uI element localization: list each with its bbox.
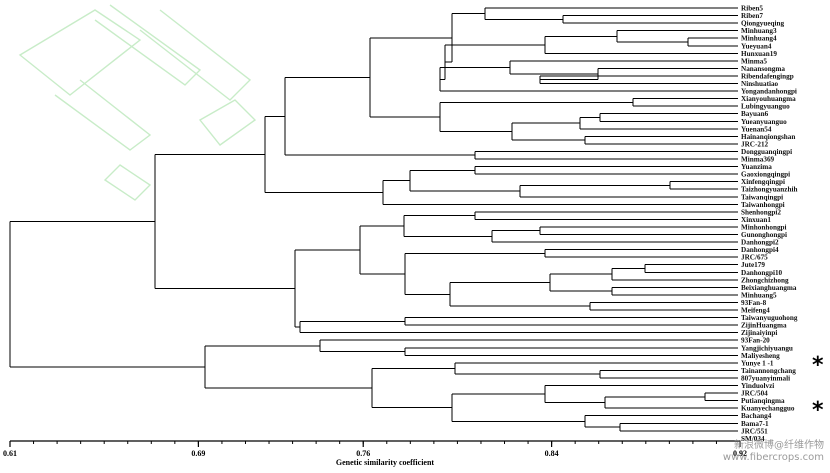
leaf-label: Bama7-1 — [741, 420, 769, 428]
leaf-label: Xinxuan1 — [741, 216, 771, 224]
leaf-label: Taiwanyuguohong — [741, 314, 798, 322]
leaf-label: Meifeng4 — [741, 307, 770, 315]
leaf-label: Minhuang4 — [741, 35, 777, 43]
leaf-label: Bayuan6 — [741, 110, 769, 118]
axis-tick-label: 0.76 — [356, 449, 370, 458]
axis-tick-label: 0.61 — [3, 449, 17, 458]
leaf-label: 807yuanyinmali — [741, 374, 790, 382]
leaf-label: Gunonghongpi — [741, 231, 787, 239]
leaf-label: 93Fan-8 — [741, 299, 767, 307]
leaf-label: Beixianghuangma — [741, 284, 797, 292]
axis-tick-label: 0.84 — [545, 449, 559, 458]
leaf-label: Danhongpi4 — [741, 246, 779, 254]
leaf-label: Putianqingma — [741, 397, 785, 405]
leaf-label: Maliyesheng — [741, 352, 780, 360]
leaf-label: Taizhongyuanzhih — [741, 186, 797, 194]
leaf-label: ZijinHuangma — [741, 322, 787, 330]
leaf-label: Dongguanqingpi — [741, 148, 792, 156]
leaf-label: Qiongyueqing — [741, 20, 785, 28]
leaf-label: Yongandanhongpi — [741, 88, 797, 96]
leaf-label: Riben5 — [741, 5, 763, 13]
leaf-label: Minhuang3 — [741, 27, 777, 35]
leaf-label: Minhuang5 — [741, 291, 777, 299]
leaf-label: Zhongchizhong — [741, 276, 789, 284]
highlight-asterisk: * — [812, 398, 824, 423]
leaf-label: Yuenan54 — [741, 125, 772, 133]
leaf-label: Ninshuatiao — [741, 80, 779, 88]
leaf-label: Taiwanqingpi — [741, 193, 783, 201]
leaf-label: Minma5 — [741, 57, 767, 65]
leaf-label: Tainannongchang — [741, 367, 796, 375]
leaf-label: Minma369 — [741, 156, 775, 164]
leaf-label: Yueanyuanguo — [741, 118, 787, 126]
leaf-label: Ribendafengingp — [741, 72, 794, 80]
axis-title: Genetic similarity coefficient — [336, 458, 435, 467]
leaf-label: Hainanqiongshan — [741, 133, 795, 141]
leaf-label: JRC/504 — [741, 390, 768, 398]
leaf-label: JRC-212 — [741, 140, 769, 148]
leaf-label: Taiwanhongpi — [741, 201, 785, 209]
leaf-label: Hunxuan19 — [741, 50, 777, 58]
leaf-label: Yangjichiyuangu — [741, 344, 793, 352]
leaf-label: JRC/551 — [741, 427, 768, 435]
leaf-label: Kuanyechangguo — [741, 405, 795, 413]
leaf-label: 93Fan-20 — [741, 337, 770, 345]
leaf-label: Yinduolvzi — [741, 382, 774, 390]
axis-tick-label: 0.69 — [191, 449, 205, 458]
leaf-label: Xianyouhuangma — [741, 95, 796, 103]
leaf-label: Gaoxiongqingpi — [741, 171, 790, 179]
leaf-label: Yunye 1 -1 — [741, 359, 774, 367]
leaf-label: Bachang4 — [741, 412, 772, 420]
highlight-asterisk: * — [812, 353, 824, 378]
leaf-label: Danhongpi10 — [741, 269, 783, 277]
watermark-line-1: 新浪微博@纤维作物 — [734, 440, 824, 451]
axis-tick-label: 0.92 — [733, 449, 747, 458]
leaf-label: Jute179 — [741, 261, 765, 269]
leaf-label: Riben7 — [741, 12, 763, 20]
leaf-label: Shenhongpi2 — [741, 208, 781, 216]
site-watermark: 新浪微博@纤维作物 www.fibercrops.com — [723, 440, 824, 464]
leaf-label: Danhongpi2 — [741, 239, 779, 247]
watermark-line-2: www.fibercrops.com — [722, 452, 824, 463]
leaf-label: Zijinaiyinpi — [741, 329, 777, 337]
leaf-label: Yuanzima — [741, 163, 772, 171]
stamp-watermark — [18, 4, 257, 201]
leaf-label: Nanansongma — [741, 65, 785, 73]
leaf-label: Yueyuan4 — [741, 42, 772, 50]
leaf-label: SM/034 — [741, 435, 765, 443]
leaf-label: JRC/675 — [741, 254, 768, 262]
leaf-label: Minhonhongpi — [741, 223, 787, 231]
leaf-label: Xinfengqingpi — [741, 178, 785, 186]
leaf-label: Lubingyuanguo — [741, 103, 790, 111]
